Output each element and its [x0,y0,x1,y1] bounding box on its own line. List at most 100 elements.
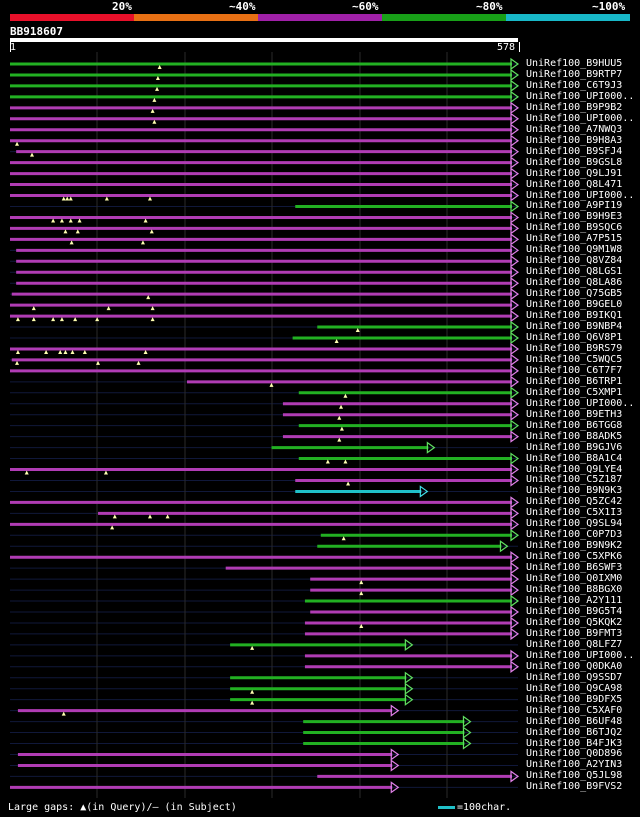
hit-label[interactable]: UniRef100_B6TJQ2 [526,726,623,738]
gap-marker-icon [147,514,152,519]
hit-arrow-icon [510,551,520,564]
hit-label[interactable]: UniRef100_C5XMP1 [526,386,623,398]
hit-label[interactable]: UniRef100_Q8LGS1 [526,266,623,278]
hit-label[interactable]: UniRef100_B9G5T4 [526,606,623,617]
hit-label[interactable]: UniRef100_Q9SL94 [526,518,623,530]
hit-label[interactable]: UniRef100_A7P515 [526,233,623,245]
hit-label[interactable]: UniRef100_B9P9B2 [526,101,623,113]
hit-label[interactable]: UniRef100_B9SQC6 [526,222,623,234]
hit-label[interactable]: UniRef100_B9N9K2 [526,540,623,552]
gap-marker-icon [343,393,348,398]
hit-label[interactable]: UniRef100_Q9LJ91 [526,167,623,179]
hit-label[interactable]: UniRef100_C6T9J3 [526,79,623,91]
hit-label[interactable]: UniRef100_B9RTP7 [526,68,623,80]
gap-marker-icon [339,426,344,431]
hit-label[interactable]: UniRef100_B9NBP4 [526,321,623,333]
hit-label[interactable]: UniRef100_C5WQC5 [526,353,623,365]
hit-label[interactable]: UniRef100_Q6V8P1 [526,332,623,343]
hit-label[interactable]: UniRef100_A9PI19 [526,200,623,212]
gap-marker-icon [68,218,73,223]
query-end-label: 578 [497,42,516,53]
hit-label[interactable]: UniRef100_B8BGX0 [526,584,623,596]
hit-label[interactable]: UniRef100_C0P7D3 [526,529,623,541]
hit-label[interactable]: UniRef100_B6UF48 [526,715,623,727]
hit-label[interactable]: UniRef100_B9IKQ1 [526,310,623,322]
gap-marker-icon [334,339,339,343]
hit-arrow-icon [510,364,520,378]
hit-arrow-icon [510,660,520,673]
hit-label[interactable]: UniRef100_UPI000.. [526,189,635,201]
gap-marker-icon [15,317,20,322]
hit-arrow-icon [510,605,520,619]
hit-label[interactable]: UniRef100_Q8VZ84 [526,255,623,267]
hit-label[interactable]: UniRef100_Q75GB5 [526,288,623,300]
hit-label[interactable]: UniRef100_B9N9K3 [526,485,623,497]
hit-label[interactable]: UniRef100_C5X1I3 [526,507,623,519]
hit-arrow-icon [462,726,472,739]
hit-arrow-icon [510,649,520,663]
hit-label[interactable]: UniRef100_C5XPK6 [526,551,623,563]
hit-label[interactable]: UniRef100_C5XAF0 [526,704,623,716]
gap-marker-icon [147,196,152,201]
hit-label[interactable]: UniRef100_B9FMT3 [526,627,623,639]
hit-label[interactable]: UniRef100_B4FJK3 [526,737,623,749]
hit-label[interactable]: UniRef100_A2YIN3 [526,759,623,771]
hit-label[interactable]: UniRef100_A2Y111 [526,595,623,607]
gap-marker-icon [359,580,364,585]
hit-label[interactable]: UniRef100_B9RS79 [526,342,623,354]
hit-label[interactable]: UniRef100_C5Z187 [526,474,623,486]
hit-label[interactable]: UniRef100_Q8LFZ7 [526,638,623,650]
hit-label[interactable]: UniRef100_B9GEL0 [526,299,623,311]
hit-label[interactable]: UniRef100_B9FVS2 [526,781,623,793]
identity-color-bar [10,14,630,21]
hit-label[interactable]: UniRef100_B8A1C4 [526,452,623,464]
hit-label[interactable]: UniRef100_Q9LYE4 [526,463,623,475]
hit-label[interactable]: UniRef100_Q5JL98 [526,770,623,782]
hit-label[interactable]: UniRef100_B8ADK5 [526,430,623,442]
hit-label[interactable]: UniRef100_UPI000.. [526,397,635,409]
hit-label[interactable]: UniRef100_Q0IXM0 [526,573,623,585]
hit-label[interactable]: UniRef100_Q0DKA0 [526,660,623,672]
hit-label[interactable]: UniRef100_B9H9E3 [526,211,623,223]
hit-label[interactable]: UniRef100_B9HUU5 [526,58,623,69]
hit-label[interactable]: UniRef100_UPI000.. [526,649,635,661]
hit-label[interactable]: UniRef100_B6SWF3 [526,562,623,574]
hit-label[interactable]: UniRef100_C6T7F7 [526,364,623,376]
gap-marker-icon [337,437,342,442]
gap-marker-icon [44,349,49,354]
gap-marker-icon [337,415,342,420]
hit-arrow-icon [390,748,400,761]
hit-arrow-icon [510,79,520,93]
hit-label[interactable]: UniRef100_B9GSL8 [526,156,623,168]
hit-label[interactable]: UniRef100_B9SFJ4 [526,145,623,157]
hit-label[interactable]: UniRef100_B6TGG8 [526,419,623,431]
hit-label[interactable]: UniRef100_UPI000.. [526,112,635,124]
legend-label-20: 20% [112,0,132,13]
hit-label[interactable]: UniRef100_Q9SSD7 [526,671,623,683]
hit-label[interactable]: UniRef100_B9ETH3 [526,408,623,420]
hit-label[interactable]: UniRef100_B9GJV6 [526,441,623,453]
hit-arrow-icon [510,266,520,279]
gap-marker-icon [31,306,36,311]
hit-label[interactable]: UniRef100_Q8L471 [526,178,623,190]
hit-label[interactable]: UniRef100_Q9M1W8 [526,244,623,256]
hit-label[interactable]: UniRef100_A7NWQ3 [526,123,623,135]
hit-arrow-icon [510,255,520,268]
gap-marker-icon [65,196,70,201]
hit-label[interactable]: UniRef100_B9H8A3 [526,134,623,146]
hit-label[interactable]: UniRef100_B6TRP1 [526,375,623,387]
hit-arrow-icon [510,112,520,125]
gap-marker-icon [110,525,115,530]
hit-label[interactable]: UniRef100_Q5ZC42 [526,496,623,508]
hit-label[interactable]: UniRef100_UPI000.. [526,90,635,102]
scale-legend: =100char. [438,802,511,814]
hit-label[interactable]: UniRef100_Q0D896 [526,748,623,760]
gap-marker-icon [30,152,35,157]
hit-arrow-icon [510,342,520,356]
hit-label[interactable]: UniRef100_B9DFX5 [526,693,623,705]
hit-label[interactable]: UniRef100_Q8LA86 [526,277,623,289]
hit-arrow-icon [404,693,414,706]
hit-label[interactable]: UniRef100_Q9CA98 [526,682,623,694]
hit-arrow-icon [462,737,472,750]
hit-label[interactable]: UniRef100_Q5KQK2 [526,616,623,628]
